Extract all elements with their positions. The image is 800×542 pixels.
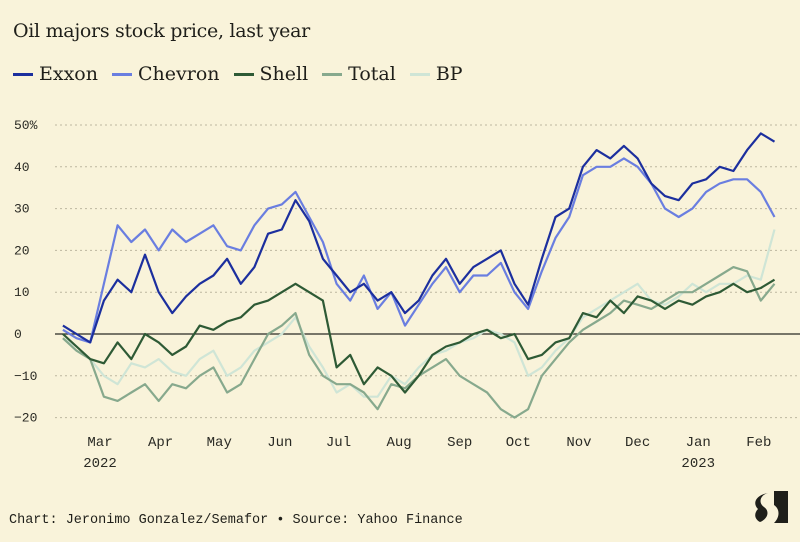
- x-tick-label: Feb: [746, 435, 771, 451]
- series-line-shell: [62, 278, 776, 394]
- y-tick-label: 10: [14, 285, 30, 300]
- legend-swatch: [13, 72, 33, 76]
- x-tick-label: Mar: [87, 435, 112, 451]
- legend-item-bp: BP: [409, 63, 463, 85]
- legend-label: Exxon: [39, 63, 98, 85]
- series-line-exxon: [62, 132, 776, 344]
- legend-item-shell: Shell: [233, 63, 309, 85]
- y-tick-label: 30: [14, 202, 30, 217]
- legend-label: Chevron: [137, 63, 220, 85]
- x-tick-label: Jun: [267, 435, 292, 451]
- semafor-logo: [755, 491, 788, 523]
- x-tick-label: Sep: [447, 435, 472, 451]
- legend: Exxon Chevron Shell Total BP: [13, 63, 463, 85]
- y-tick-label: 0: [14, 327, 22, 342]
- y-tick-label: −10: [14, 369, 37, 384]
- footer-credit: Chart: Jeronimo Gonzalez/Semafor • Sourc…: [9, 513, 463, 528]
- legend-item-total: Total: [322, 63, 396, 85]
- x-tick-label: Apr: [148, 435, 173, 451]
- series-line-chevron: [62, 157, 776, 344]
- series-line-total: [62, 266, 776, 419]
- legend-swatch: [111, 72, 132, 76]
- x-tick-year-label: 2022: [83, 456, 117, 472]
- x-tick-label: Oct: [506, 435, 531, 451]
- legend-swatch: [409, 72, 430, 76]
- legend-label: BP: [435, 63, 463, 85]
- legend-label: Total: [348, 63, 396, 85]
- x-tick-label: Jul: [326, 435, 351, 451]
- legend-item-exxon: Exxon: [13, 63, 98, 85]
- y-tick-label: 50%: [14, 118, 38, 133]
- y-tick-label: 20: [14, 243, 30, 258]
- y-tick-label: −20: [14, 411, 37, 426]
- series-line-bp: [62, 229, 776, 398]
- legend-label: Shell: [259, 63, 309, 85]
- legend-swatch: [233, 72, 254, 76]
- legend-item-chevron: Chevron: [111, 63, 220, 85]
- legend-swatch: [322, 72, 343, 76]
- chart-title: Oil majors stock price, last year: [13, 20, 310, 42]
- y-tick-label: 40: [14, 160, 30, 175]
- x-tick-label: May: [207, 435, 232, 451]
- x-tick-label: Aug: [387, 435, 412, 451]
- x-tick-label: Dec: [625, 435, 650, 451]
- x-tick-label: Jan: [686, 435, 711, 451]
- x-tick-label: Nov: [566, 435, 591, 451]
- x-tick-year-label: 2023: [681, 456, 715, 472]
